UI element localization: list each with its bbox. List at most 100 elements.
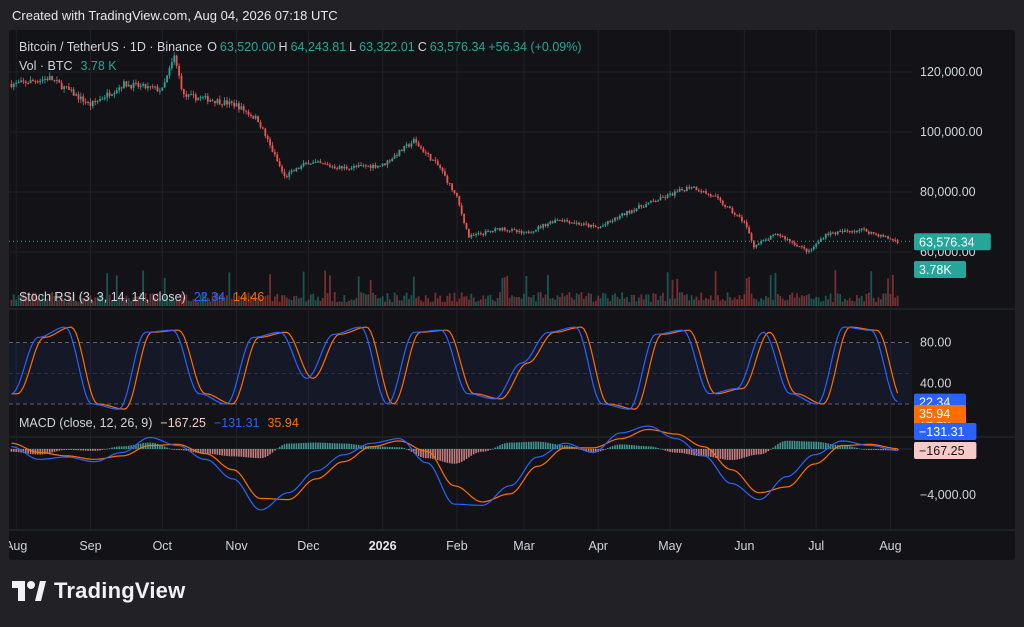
- volume-bar: [496, 297, 499, 306]
- candle-body: [568, 221, 571, 224]
- stoch-axis-tick: 40.00: [920, 377, 951, 391]
- volume-bar: [705, 297, 707, 306]
- volume-bar: [585, 296, 588, 306]
- chart-frame[interactable]: 120,000.00 100,000.00 80,000.00 60,000.00 63…: [9, 30, 1015, 560]
- candle-body: [403, 145, 406, 152]
- chart-svg[interactable]: 120,000.00100,000.0080,000.0060,000.0063…: [9, 30, 1015, 560]
- macd-histogram-bar: [666, 449, 669, 452]
- volume-bar: [542, 297, 545, 306]
- volume-bar: [79, 294, 82, 306]
- macd-histogram-bar: [671, 449, 674, 453]
- macd-histogram-bar: [104, 449, 106, 450]
- macd-histogram-bar: [314, 442, 317, 449]
- volume-bar: [690, 295, 693, 306]
- candle-body: [154, 86, 157, 88]
- volume-bar: [848, 298, 851, 306]
- macd-histogram-bar: [408, 449, 410, 451]
- candle-body: [297, 167, 300, 169]
- time-axis-label: Jul: [808, 539, 824, 553]
- macd-histogram-bar: [166, 447, 168, 449]
- volume-bar: [738, 295, 741, 306]
- candle-body: [597, 227, 600, 229]
- macd-histogram-bar: [415, 449, 417, 455]
- volume-bar: [793, 297, 796, 306]
- stoch-axis-tick: 80.00: [920, 336, 951, 350]
- candle-body: [24, 81, 27, 84]
- volume-bar: [412, 276, 415, 306]
- volume-bar: [175, 299, 178, 306]
- volume-bar: [242, 296, 245, 306]
- candle-body: [247, 111, 250, 115]
- candle-body: [305, 162, 307, 164]
- brand[interactable]: TradingView: [12, 578, 185, 604]
- volume-bar: [20, 296, 22, 306]
- volume-bar: [151, 293, 154, 306]
- volume-bar: [364, 294, 367, 306]
- volume-bar: [590, 293, 592, 306]
- volume-bar: [798, 297, 801, 306]
- volume-bar: [494, 301, 497, 306]
- candle-body: [559, 219, 561, 221]
- candle-body: [276, 154, 279, 162]
- volume-bar: [800, 295, 803, 306]
- volume-bar: [360, 292, 362, 306]
- volume-bar: [230, 298, 233, 306]
- candle-body: [566, 220, 568, 222]
- macd-histogram-bar: [434, 449, 437, 460]
- volume-bar: [264, 296, 267, 306]
- macd-histogram-bar: [494, 447, 497, 449]
- candle-body: [870, 232, 873, 234]
- volume-bar: [77, 301, 80, 306]
- macd-histogram-bar: [247, 449, 250, 458]
- macd-histogram-bar: [199, 449, 202, 454]
- macd-histogram-bar: [492, 448, 494, 450]
- candle-body: [602, 225, 604, 227]
- candle-body: [693, 186, 695, 188]
- macd-histogram-bar: [760, 449, 762, 455]
- candle-body: [642, 206, 645, 208]
- macd-histogram-bar: [168, 448, 171, 450]
- macd-histogram-bar: [554, 444, 556, 449]
- candle-body: [345, 166, 348, 169]
- candle-body: [542, 224, 545, 228]
- legend-close-value: 63,576.34: [430, 40, 486, 54]
- macd-histogram-bar: [707, 449, 710, 457]
- macd-histogram-bar: [171, 449, 173, 450]
- volume-bar: [559, 297, 561, 306]
- candle-body: [650, 200, 652, 203]
- volume-bar: [199, 294, 202, 306]
- volume-bar: [204, 293, 207, 306]
- macd-histogram-bar: [108, 448, 111, 449]
- candle-body: [216, 99, 219, 104]
- volume-bar: [288, 298, 291, 306]
- macd-histogram-bar: [226, 449, 228, 457]
- candle-body: [386, 160, 389, 165]
- macd-histogram-bar: [379, 446, 382, 449]
- macd-histogram-bar: [427, 449, 429, 459]
- macd-histogram-bar: [180, 449, 183, 451]
- volume-bar: [381, 296, 384, 306]
- candle-body: [113, 93, 116, 95]
- candle-body: [56, 80, 58, 82]
- time-axis-label: May: [658, 539, 682, 553]
- candle-body: [202, 97, 204, 99]
- macd-histogram-bar: [786, 440, 789, 449]
- volume-bar: [446, 295, 449, 306]
- volume-bar: [439, 295, 442, 306]
- macd-histogram-bar: [80, 449, 82, 451]
- candle-body: [94, 101, 97, 103]
- macd-histogram-bar: [777, 444, 779, 449]
- volume-bar: [218, 295, 221, 306]
- candle-body: [170, 62, 173, 69]
- candle-body: [812, 246, 815, 250]
- macd-histogram-bar: [115, 446, 118, 449]
- macd-histogram-bar: [362, 445, 365, 449]
- candle-body: [501, 227, 504, 231]
- volume-bar: [834, 270, 837, 306]
- candle-body: [434, 159, 437, 161]
- volume-bar: [764, 296, 767, 306]
- volume-bar: [832, 301, 834, 306]
- time-axis-label: Nov: [225, 539, 248, 553]
- stoch-legend-d: 14.46: [233, 290, 264, 304]
- macd-histogram-bar: [384, 446, 386, 449]
